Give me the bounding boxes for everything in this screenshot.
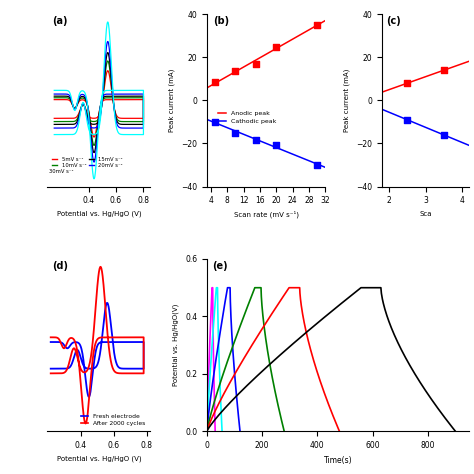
Text: (c): (c) <box>386 16 401 26</box>
Point <box>252 60 260 68</box>
Y-axis label: Peak current (mA): Peak current (mA) <box>169 69 175 132</box>
X-axis label: Scan rate (mV s⁻¹): Scan rate (mV s⁻¹) <box>234 211 299 219</box>
X-axis label: Potential vs. Hg/HgO (V): Potential vs. Hg/HgO (V) <box>56 456 141 462</box>
Point <box>440 66 447 74</box>
Text: (b): (b) <box>213 16 229 26</box>
Legend: 5mV s⁻¹, 10mV s⁻¹, 15mV s⁻¹, 20mV s⁻¹: 5mV s⁻¹, 10mV s⁻¹, 15mV s⁻¹, 20mV s⁻¹ <box>50 155 125 170</box>
Text: (a): (a) <box>53 16 68 26</box>
Y-axis label: Potential vs. Hg/HgO(V): Potential vs. Hg/HgO(V) <box>173 304 180 386</box>
Point <box>211 118 219 126</box>
Point <box>273 43 280 50</box>
Point <box>232 129 239 137</box>
X-axis label: Sca: Sca <box>419 211 432 217</box>
Legend: Anodic peak, Cathodic peak: Anodic peak, Cathodic peak <box>216 109 279 127</box>
Point <box>252 137 260 144</box>
Point <box>232 67 239 75</box>
Text: (d): (d) <box>53 261 69 271</box>
X-axis label: Time(s): Time(s) <box>324 456 352 465</box>
Point <box>211 78 219 86</box>
X-axis label: Potential vs. Hg/HgO (V): Potential vs. Hg/HgO (V) <box>56 211 141 218</box>
Text: (e): (e) <box>212 261 228 271</box>
Point <box>403 116 411 124</box>
Point <box>273 141 280 148</box>
Point <box>440 131 447 139</box>
Legend: Fresh electrode, After 2000 cycles: Fresh electrode, After 2000 cycles <box>78 411 147 428</box>
Text: 30mV s⁻¹: 30mV s⁻¹ <box>49 169 74 174</box>
Y-axis label: Peak current (mA): Peak current (mA) <box>344 69 350 132</box>
Point <box>313 161 321 169</box>
Point <box>313 21 321 29</box>
Point <box>403 79 411 87</box>
